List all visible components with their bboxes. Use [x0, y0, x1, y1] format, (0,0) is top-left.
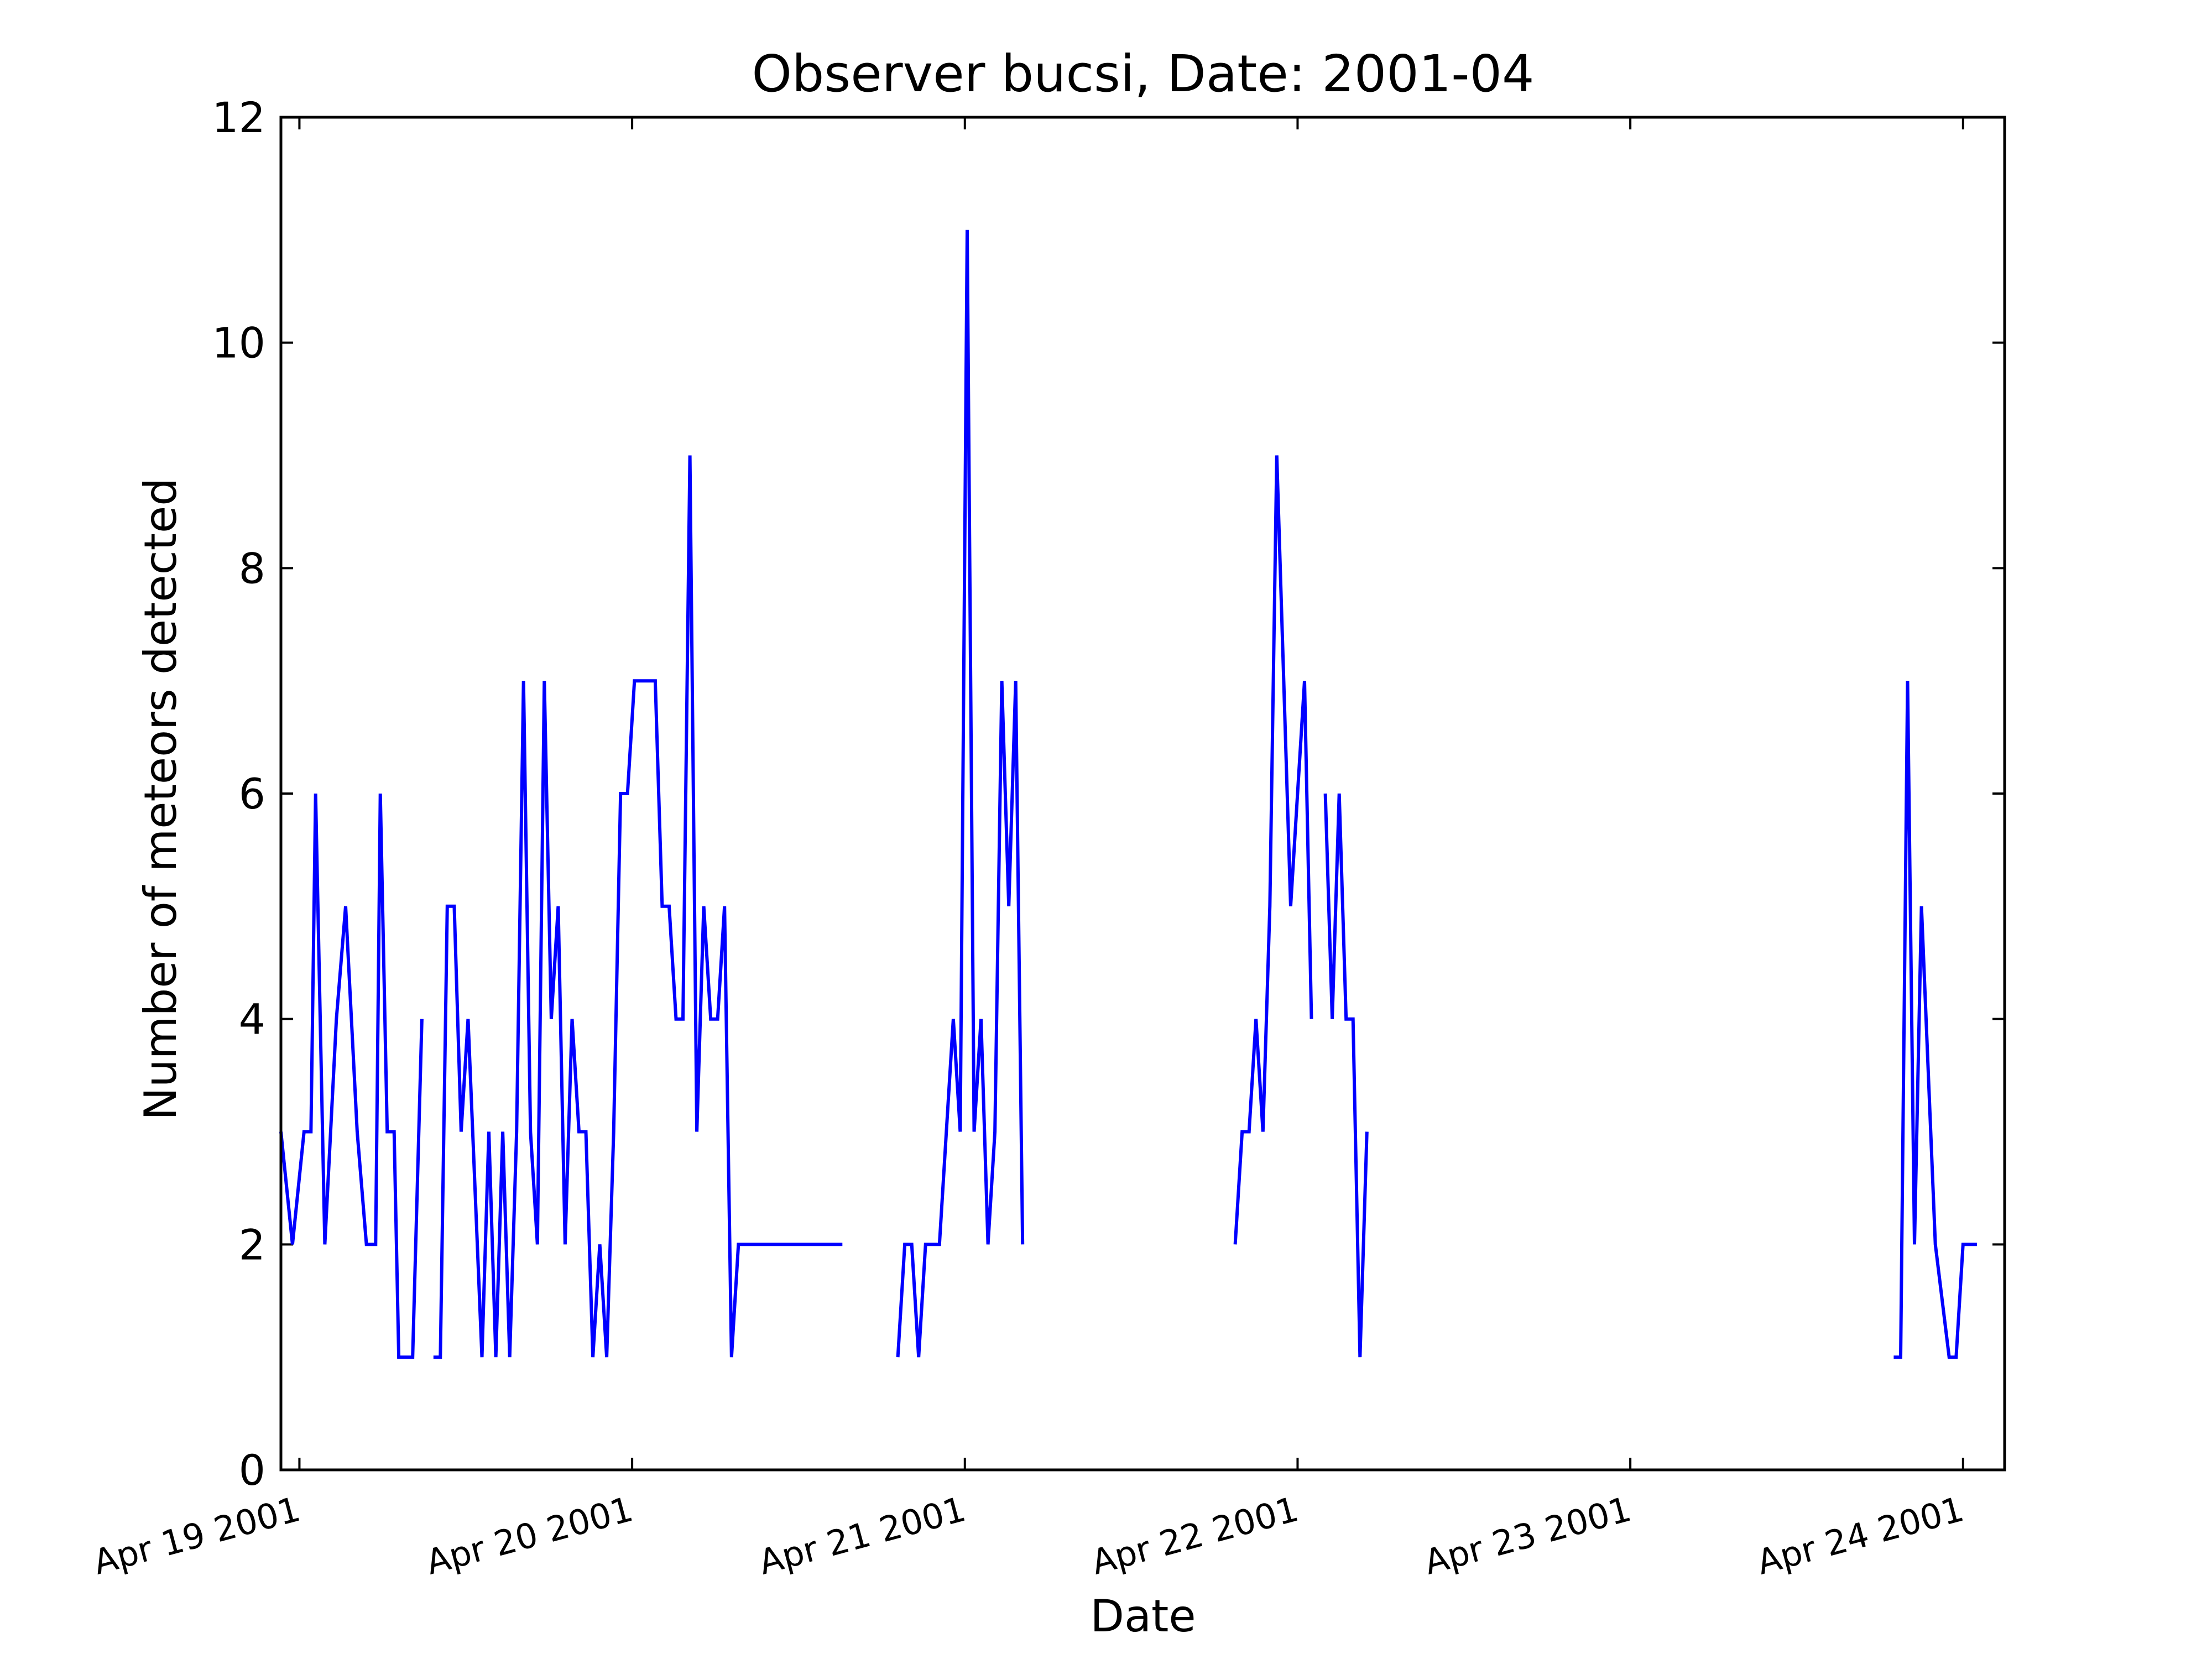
y-axis-label: Number of meteors detected	[135, 478, 186, 1120]
plot-frame	[279, 116, 2006, 1472]
y-tick-label: 4	[239, 995, 265, 1044]
chart-title: Observer bucsi, Date: 2001-04	[752, 44, 1534, 103]
y-tick-label: 10	[212, 319, 265, 368]
y-tick-label: 6	[239, 769, 265, 818]
y-tick-label: 2	[239, 1220, 265, 1269]
series-line-segment	[1893, 681, 1977, 1359]
y-tick-label: 12	[212, 93, 265, 142]
y-tick-label: 8	[239, 544, 265, 593]
series-line-segment	[1323, 793, 1369, 1358]
series-line-segment	[279, 793, 424, 1359]
series-line-segment	[896, 229, 1025, 1358]
y-tick-label: 0	[239, 1446, 265, 1495]
x-axis-label: Date	[1090, 1590, 1196, 1642]
series-line-segment	[1233, 455, 1313, 1245]
series-line-segment	[433, 455, 843, 1359]
